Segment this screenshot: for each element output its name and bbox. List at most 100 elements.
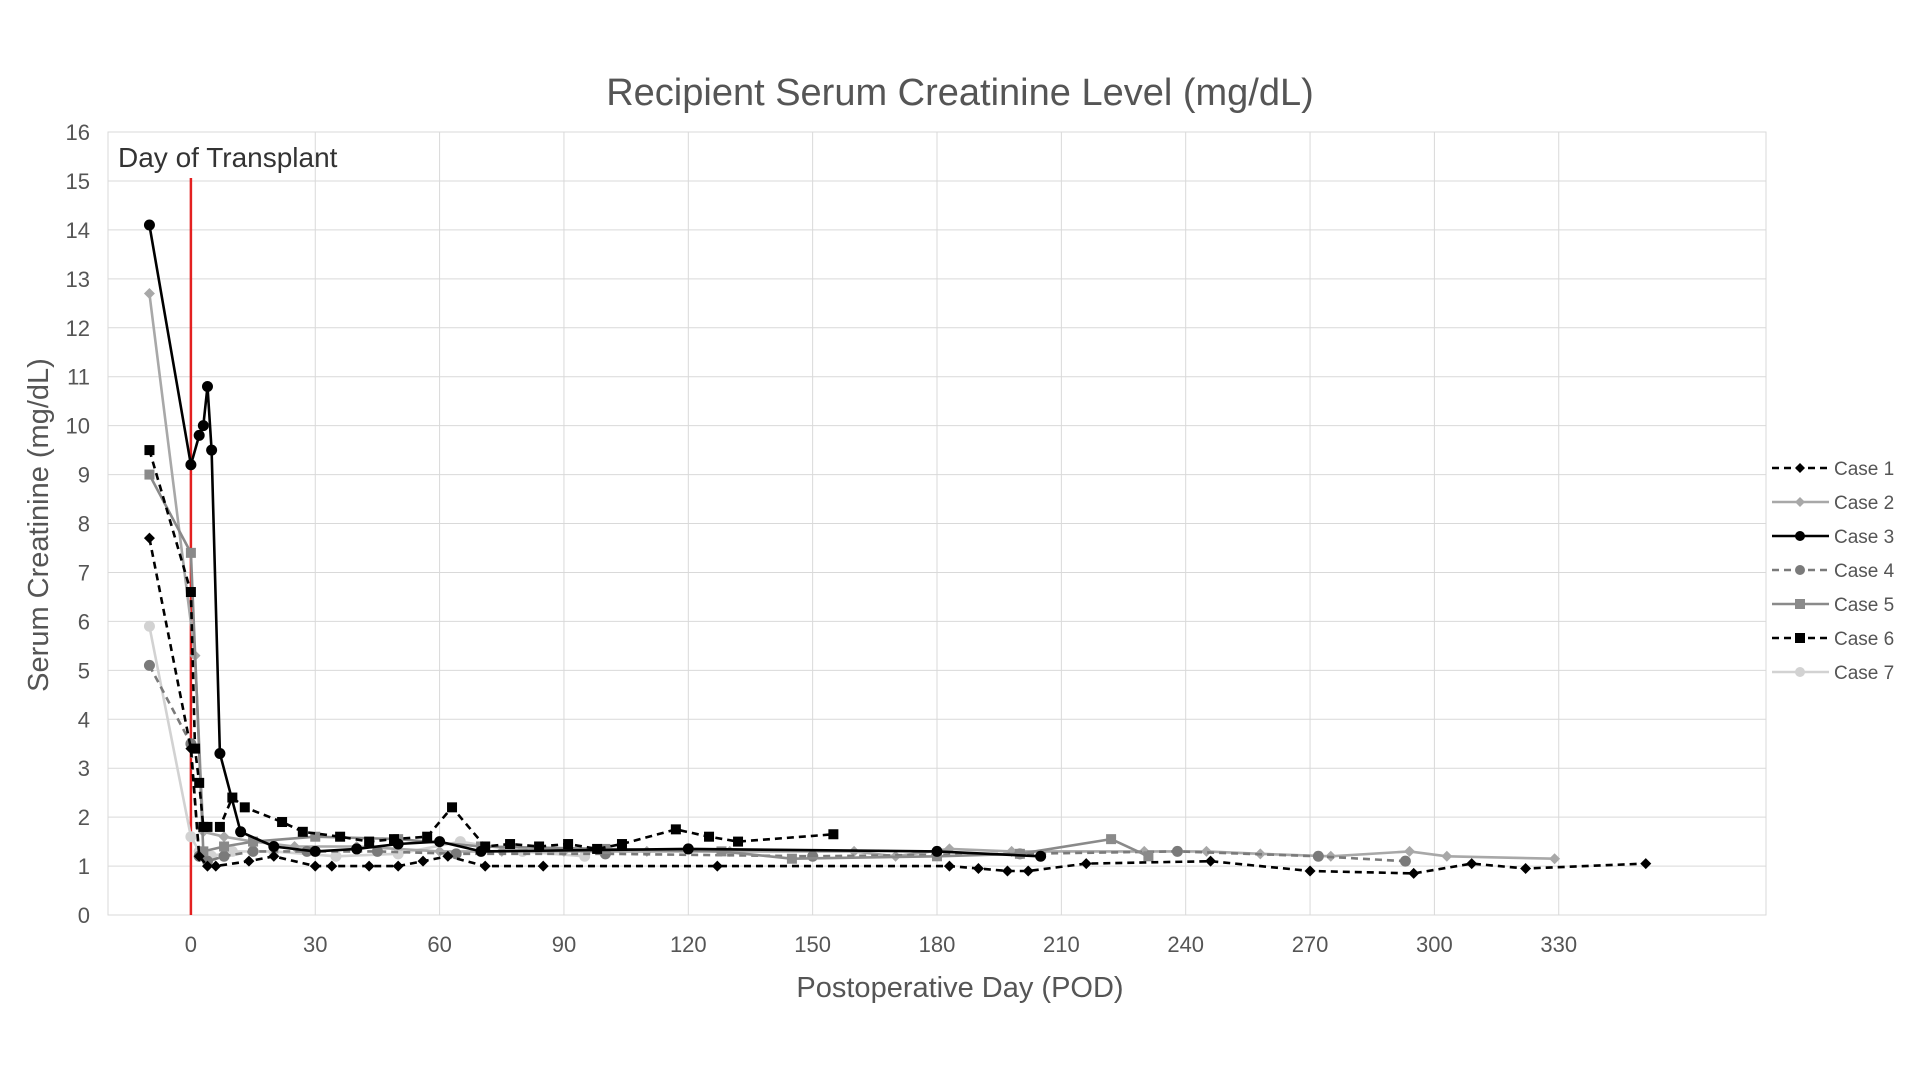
data-point (1171, 845, 1183, 857)
data-point (143, 659, 155, 671)
data-point (1205, 855, 1217, 867)
legend-item: Case 3 (1772, 527, 1894, 548)
y-tick-label: 0 (78, 903, 90, 928)
data-point (1795, 599, 1805, 609)
data-point (1795, 633, 1805, 643)
y-tick-label: 2 (78, 805, 90, 830)
data-point (442, 850, 454, 862)
data-point (450, 848, 462, 860)
data-point (144, 469, 155, 480)
data-point (247, 845, 259, 857)
data-point (371, 845, 383, 857)
data-point (1404, 845, 1416, 857)
x-axis-label: Postoperative Day (POD) (796, 972, 1123, 1004)
y-tick-label: 16 (66, 120, 90, 145)
data-point (239, 802, 250, 813)
data-point (1795, 531, 1805, 541)
data-point (144, 445, 155, 456)
data-point (310, 831, 321, 842)
data-point (422, 831, 433, 842)
data-point (218, 831, 230, 843)
data-point (479, 860, 491, 872)
data-point (143, 532, 155, 544)
data-point (447, 802, 458, 813)
data-point (1312, 850, 1324, 862)
y-tick-label: 7 (78, 560, 90, 585)
data-point (1200, 845, 1212, 857)
data-point (670, 824, 681, 835)
data-point (143, 287, 155, 299)
data-point (807, 850, 819, 862)
legend-item: Case 7 (1772, 663, 1894, 684)
x-tick-label: 90 (552, 932, 576, 957)
x-tick-label: 240 (1167, 932, 1204, 957)
data-point (716, 846, 727, 857)
data-point (143, 620, 155, 632)
data-point (363, 860, 375, 872)
series-case-3 (143, 219, 1047, 862)
data-point (201, 380, 213, 392)
y-tick-label: 13 (66, 267, 90, 292)
data-point (1035, 850, 1047, 862)
data-point (197, 420, 209, 432)
series-line (148, 449, 834, 851)
data-point (268, 840, 280, 852)
data-point (206, 444, 218, 456)
data-point (786, 853, 797, 864)
y-tick-label: 6 (78, 609, 90, 634)
data-point (392, 838, 404, 850)
x-tick-label: 150 (794, 932, 831, 957)
x-tick-label: 60 (427, 932, 451, 957)
data-point (193, 429, 205, 441)
y-tick-label: 10 (66, 414, 90, 439)
data-point (198, 846, 209, 857)
legend-item: Case 4 (1772, 561, 1895, 582)
legend-label: Case 4 (1834, 561, 1895, 582)
data-point (193, 850, 205, 862)
legend-label: Case 7 (1834, 663, 1894, 684)
data-point (392, 860, 404, 872)
legend-label: Case 6 (1834, 629, 1894, 650)
data-point (1001, 865, 1013, 877)
x-tick-label: 180 (919, 932, 956, 957)
series-group (143, 219, 1652, 879)
data-point (733, 836, 744, 847)
data-point (190, 743, 201, 754)
data-point (505, 839, 516, 850)
data-point (1640, 858, 1652, 870)
data-point (711, 860, 723, 872)
data-point (364, 836, 375, 847)
y-tick-label: 4 (78, 707, 90, 732)
data-point (214, 821, 225, 832)
data-point (1106, 834, 1117, 845)
data-point (1080, 858, 1092, 870)
series-case-1 (143, 532, 1652, 879)
legend-item: Case 6 (1772, 629, 1894, 650)
legend-label: Case 5 (1834, 595, 1894, 616)
data-point (475, 845, 487, 857)
data-point (326, 860, 338, 872)
data-point (1014, 848, 1025, 859)
y-tick-label: 15 (66, 169, 90, 194)
x-axis-ticks: 0 30 60 90 120 150 180 210 240 270 300 330 (185, 932, 1577, 957)
data-point (210, 860, 222, 872)
data-point (185, 587, 196, 598)
data-point (434, 836, 446, 848)
data-point (185, 831, 197, 843)
legend-item: Case 1 (1772, 459, 1894, 480)
legend-item: Case 5 (1772, 595, 1894, 616)
data-point (1143, 851, 1154, 862)
data-point (537, 860, 549, 872)
data-point (1795, 497, 1805, 507)
y-tick-label: 8 (78, 512, 90, 537)
data-point (931, 845, 943, 857)
data-point (682, 843, 694, 855)
data-point (534, 841, 545, 852)
x-tick-label: 30 (303, 932, 327, 957)
y-tick-label: 9 (78, 463, 90, 488)
data-point (1549, 853, 1561, 865)
data-point (309, 845, 321, 857)
data-point (297, 826, 308, 837)
data-point (219, 841, 230, 852)
